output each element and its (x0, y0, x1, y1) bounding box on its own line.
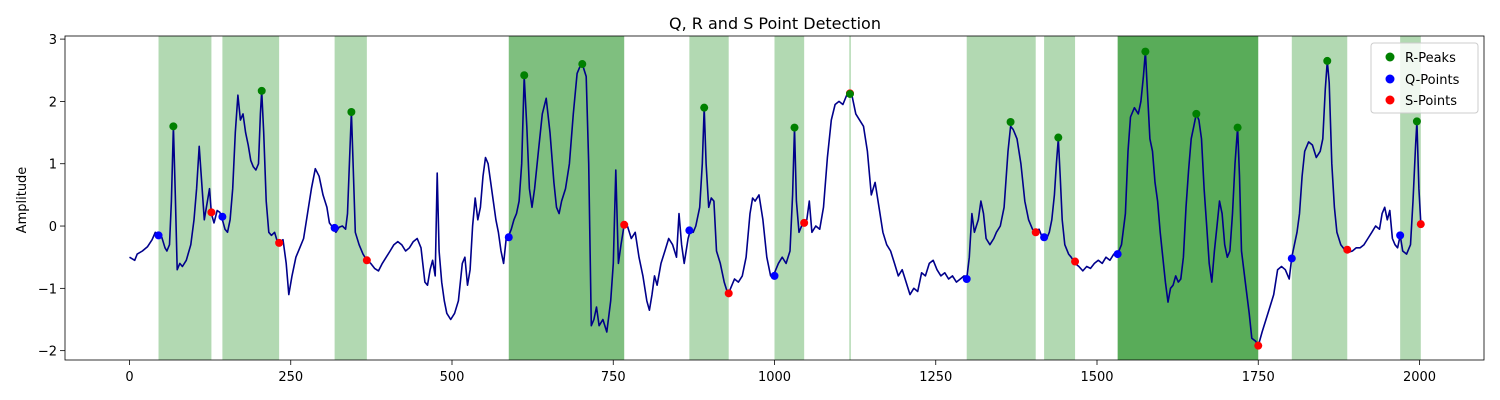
shaded-region-11 (1400, 36, 1421, 360)
r-peak-4 (578, 60, 587, 69)
q-point-4 (685, 226, 694, 235)
q-point-7 (1040, 233, 1049, 242)
q-point-5 (770, 271, 779, 280)
r-peak-11 (1192, 109, 1201, 118)
q-point-1 (218, 212, 227, 221)
x-tick-label-2000: 2000 (1403, 370, 1436, 385)
x-tick-label-750: 750 (601, 370, 626, 385)
r-peak-2 (347, 108, 356, 117)
x-tick-label-0: 0 (125, 370, 133, 385)
y-tick-label-0: 0 (49, 220, 57, 235)
s-point-4 (724, 289, 733, 298)
s-point-8 (1071, 257, 1080, 266)
x-tick-label-1500: 1500 (1080, 370, 1113, 385)
shaded-region-9 (1117, 36, 1259, 360)
y-tick-label-1: 1 (49, 158, 57, 173)
x-tick-label-1250: 1250 (919, 370, 952, 385)
shaded-region-6 (849, 36, 851, 360)
s-point-3 (620, 220, 629, 229)
shaded-region-2 (334, 36, 367, 360)
q-point-10 (1396, 231, 1405, 240)
chart-title: Q, R and S Point Detection (669, 14, 881, 33)
s-point-5 (800, 218, 809, 227)
r-peak-9 (1054, 133, 1063, 142)
legend: R-Peaks Q-Points S-Points (1370, 42, 1479, 114)
y-tick-label--2: −2 (38, 345, 57, 360)
x-tick-label-1750: 1750 (1242, 370, 1275, 385)
x-tick-label-1000: 1000 (758, 370, 791, 385)
r-peak-0 (169, 122, 178, 131)
r-peak-5 (700, 103, 709, 112)
s-point-1 (275, 238, 284, 247)
y-tick-label-3: 3 (49, 33, 57, 48)
shaded-region-7 (966, 36, 1036, 360)
r-peak-10 (1141, 47, 1150, 56)
legend-s-points-label: S-Points (1405, 94, 1457, 109)
r-peak-14 (1412, 117, 1421, 126)
s-point-7 (1031, 228, 1040, 237)
s-point-10 (1343, 245, 1352, 254)
y-tick-label-2: 2 (49, 95, 57, 110)
x-axis-ticks: 0 250 500 750 1000 1250 1500 1750 2000 (125, 360, 1436, 385)
q-point-6 (962, 275, 971, 283)
r-peak-3 (520, 71, 529, 80)
shaded-regions (158, 36, 1421, 360)
q-point-0 (154, 231, 163, 240)
q-point-3 (504, 233, 513, 242)
legend-q-points-label: Q-Points (1405, 73, 1460, 88)
r-peak-1 (257, 86, 266, 95)
q-point-8 (1113, 250, 1122, 259)
shaded-region-8 (1044, 36, 1076, 360)
shaded-region-5 (774, 36, 805, 360)
x-tick-label-250: 250 (278, 370, 303, 385)
r-peak-13 (1323, 56, 1332, 65)
y-axis-ticks: −2 −1 0 1 2 3 (38, 33, 65, 360)
s-point-11 (1416, 220, 1425, 229)
r-peak-8 (1006, 117, 1015, 126)
r-peak-7 (845, 89, 854, 98)
legend-s-points-marker (1385, 95, 1395, 105)
legend-box (1370, 42, 1479, 114)
y-axis-label: Amplitude (15, 167, 30, 234)
shaded-region-1 (222, 36, 280, 360)
legend-r-peaks-marker (1385, 52, 1395, 62)
s-point-9 (1254, 341, 1263, 350)
q-point-9 (1287, 254, 1296, 263)
q-point-2 (330, 223, 339, 232)
shaded-region-4 (689, 36, 729, 360)
r-peak-12 (1233, 123, 1242, 132)
s-point-0 (207, 208, 216, 217)
s-point-2 (362, 256, 371, 265)
legend-r-peaks-label: R-Peaks (1405, 51, 1456, 66)
shaded-region-3 (508, 36, 625, 360)
y-tick-label--1: −1 (38, 282, 57, 297)
legend-q-points-marker (1385, 74, 1395, 84)
r-peak-6 (790, 123, 799, 132)
x-tick-label-500: 500 (440, 370, 465, 385)
points-layer (154, 47, 1425, 350)
